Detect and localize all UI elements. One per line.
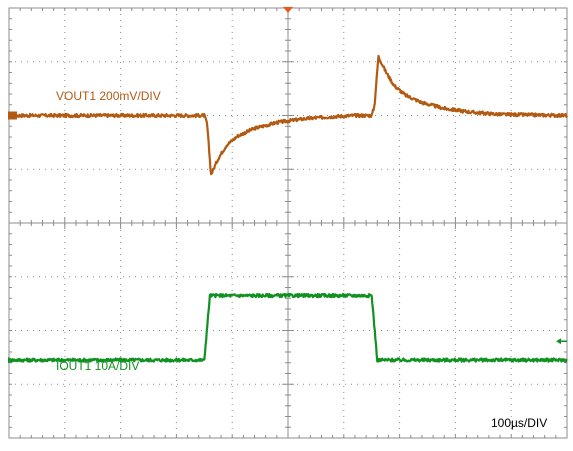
trace-iout1 <box>7 292 568 363</box>
traces <box>7 54 568 363</box>
iout1-ground-marker <box>8 357 15 364</box>
vout1-ground-marker <box>8 111 17 120</box>
markers <box>8 7 567 364</box>
grid <box>8 7 568 439</box>
vout1-label: VOUT1 200mV/DIV <box>56 89 161 103</box>
trigger-level-arrow <box>556 338 561 345</box>
iout1-label: IOUT1 10A/DIV <box>56 359 139 373</box>
trigger-position-marker <box>283 7 293 13</box>
trace-vout1 <box>8 54 568 176</box>
timebase-label: 100µs/DIV <box>491 416 547 430</box>
